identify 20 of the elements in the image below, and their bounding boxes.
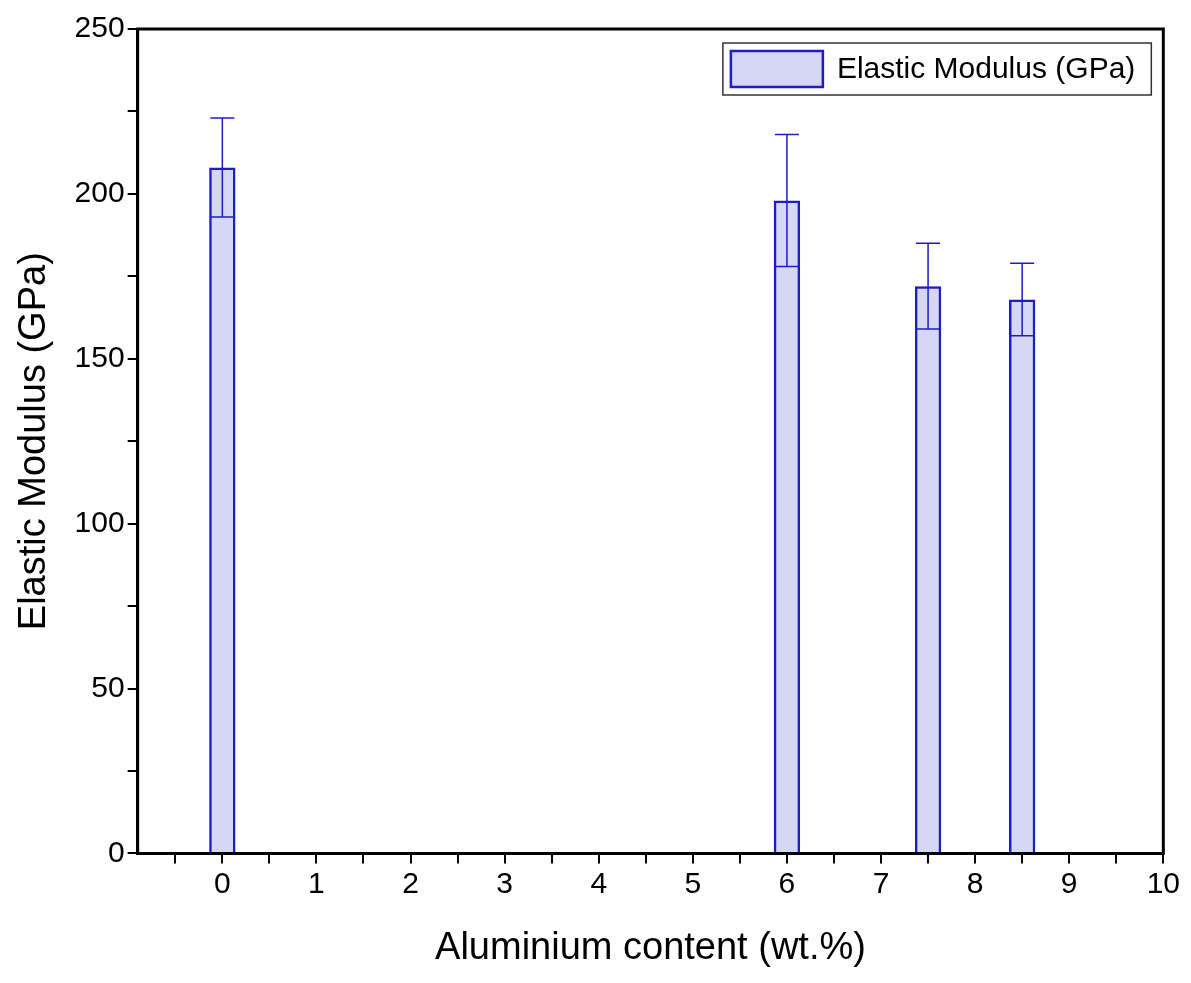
x-tick-label: 10 <box>1146 865 1180 899</box>
x-tick-label: 7 <box>872 865 890 899</box>
y-tick-label: 200 <box>74 175 125 209</box>
x-tick-label: 9 <box>1060 865 1078 899</box>
x-tick-label: 4 <box>590 865 608 899</box>
x-tick-label: 5 <box>684 865 702 899</box>
y-tick-label: 150 <box>74 340 125 374</box>
y-tick-label: 0 <box>107 834 125 868</box>
y-tick-label: 50 <box>91 669 125 703</box>
y-axis-title: Elastic Modulus (GPa) <box>11 252 54 631</box>
y-tick-label: 250 <box>74 10 125 44</box>
x-axis-title: Aluminium content (wt.%) <box>435 924 866 967</box>
x-tick-label: 3 <box>496 865 513 899</box>
y-tick-label: 100 <box>74 504 125 538</box>
x-tick-label: 0 <box>214 865 231 899</box>
legend-label: Elastic Modulus (GPa) <box>836 51 1136 85</box>
x-tick-label: 6 <box>778 865 796 899</box>
x-tick-label: 1 <box>308 865 325 899</box>
x-tick-label: 2 <box>402 865 419 899</box>
x-tick-label: 8 <box>966 865 984 899</box>
